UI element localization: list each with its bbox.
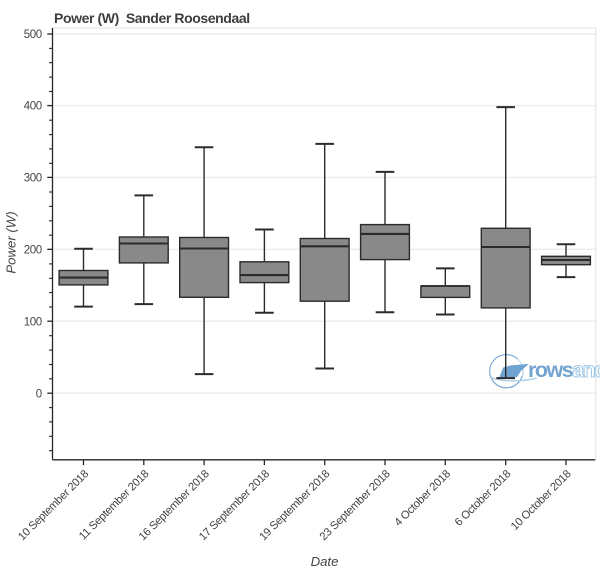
svg-text:Power (W): Power (W) <box>4 211 19 273</box>
svg-text:400: 400 <box>24 101 42 113</box>
svg-text:500: 500 <box>24 29 42 41</box>
svg-text:Power (W) Sander Roosendaal: Power (W) Sander Roosendaal <box>54 10 250 26</box>
svg-text:rowsand: rowsand <box>528 358 600 382</box>
svg-text:100: 100 <box>24 316 42 328</box>
svg-text:Date: Date <box>311 554 339 569</box>
svg-text:300: 300 <box>24 173 42 185</box>
svg-text:200: 200 <box>24 244 42 256</box>
svg-text:0: 0 <box>36 388 42 400</box>
